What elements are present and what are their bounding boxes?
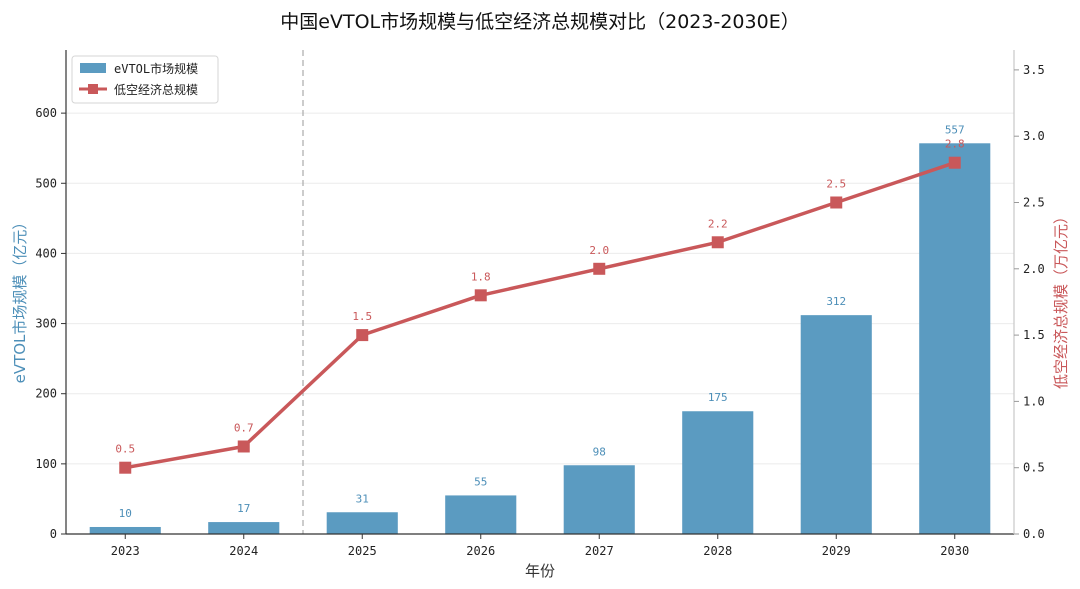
line-marker: [119, 461, 132, 474]
right-y-tick-label: 1.0: [1023, 394, 1045, 408]
bar: [919, 143, 991, 534]
x-axis-label: 年份: [525, 562, 555, 580]
bar: [89, 526, 161, 534]
legend-bar-label: eVTOL市场规模: [114, 61, 198, 76]
right-y-tick-label: 3.0: [1023, 129, 1045, 143]
bar: [800, 315, 872, 534]
line-marker: [237, 440, 250, 453]
chart-title: 中国eVTOL市场规模与低空经济总规模对比（2023-2030E）: [280, 11, 799, 33]
line-value-label: 1.8: [471, 270, 491, 283]
x-tick-label: 2025: [348, 544, 377, 558]
axes: [65, 50, 1015, 535]
line-value-label: 0.7: [234, 421, 254, 434]
left-y-axis-label: eVTOL市场规模（亿元）: [11, 215, 29, 384]
right-y-tick-labels: 0.0 0.5 1.0 1.5 2.0 2.5 3.0 3.5: [1014, 63, 1045, 541]
bar-series: [89, 143, 991, 534]
bar-value-label: 31: [356, 492, 369, 505]
right-y-tick-label: 2.0: [1023, 262, 1045, 276]
left-y-tick-label: 400: [35, 246, 57, 260]
x-tick-label: 2023: [111, 544, 140, 558]
x-tick-label: 2026: [466, 544, 495, 558]
x-tick-label: 2027: [585, 544, 614, 558]
bar-value-label: 10: [119, 507, 132, 520]
left-y-tick-labels: 0 100 200 300 400 500 600: [35, 106, 66, 541]
line-marker: [711, 236, 724, 249]
x-tick-label: 2030: [940, 544, 969, 558]
x-tick-labels: 2023 2024 2025 2026 2027 2028 2029 2030: [111, 534, 969, 558]
bar-value-label: 175: [708, 391, 728, 404]
bar-value-labels: 10 17 31 55 98 175 312 557: [119, 123, 965, 520]
legend-line-marker: [88, 84, 98, 94]
bar: [445, 495, 517, 534]
right-y-tick-label: 2.5: [1023, 195, 1045, 209]
line-marker: [593, 262, 606, 275]
bar: [563, 465, 635, 534]
line-marker: [948, 156, 961, 169]
right-y-tick-label: 0.0: [1023, 527, 1045, 541]
right-y-axis-label: 低空经济总规模（万亿元）: [1052, 209, 1070, 389]
left-y-tick-label: 600: [35, 106, 57, 120]
bar-value-label: 557: [945, 123, 965, 136]
left-y-tick-label: 0: [50, 527, 57, 541]
line-marker: [356, 329, 369, 342]
right-y-tick-label: 3.5: [1023, 63, 1045, 77]
line-value-label: 2.2: [708, 217, 728, 230]
x-tick-label: 2029: [822, 544, 851, 558]
line-value-label: 2.5: [826, 177, 846, 190]
bar: [208, 522, 280, 534]
left-y-tick-label: 100: [35, 457, 57, 471]
line-value-label: 2.0: [589, 244, 609, 257]
right-y-tick-label: 1.5: [1023, 328, 1045, 342]
x-tick-label: 2024: [229, 544, 258, 558]
line-value-labels: 0.5 0.7 1.5 1.8 2.0 2.2 2.5 2.8: [115, 138, 964, 456]
legend-frame: [71, 55, 219, 104]
bar-value-label: 55: [474, 475, 487, 488]
line-value-label: 1.5: [352, 310, 372, 323]
bar-value-label: 17: [237, 502, 250, 515]
x-tick-label: 2028: [703, 544, 732, 558]
bar: [682, 411, 754, 534]
legend-line-label: 低空经济总规模: [114, 82, 198, 97]
bar-value-label: 312: [826, 295, 846, 308]
line-marker: [830, 196, 843, 209]
line-value-label: 2.8: [945, 138, 965, 151]
line-path: [124, 161, 956, 470]
legend: eVTOL市场规模 低空经济总规模: [71, 55, 219, 104]
bar: [326, 512, 398, 534]
line-series: [119, 156, 961, 474]
left-y-tick-label: 300: [35, 317, 57, 331]
left-y-tick-label: 500: [35, 176, 57, 190]
left-y-tick-label: 200: [35, 387, 57, 401]
line-value-label: 0.5: [115, 443, 135, 456]
line-marker: [474, 289, 487, 302]
bar-value-label: 98: [593, 445, 606, 458]
right-y-tick-label: 0.5: [1023, 461, 1045, 475]
legend-bar-swatch: [80, 63, 106, 73]
